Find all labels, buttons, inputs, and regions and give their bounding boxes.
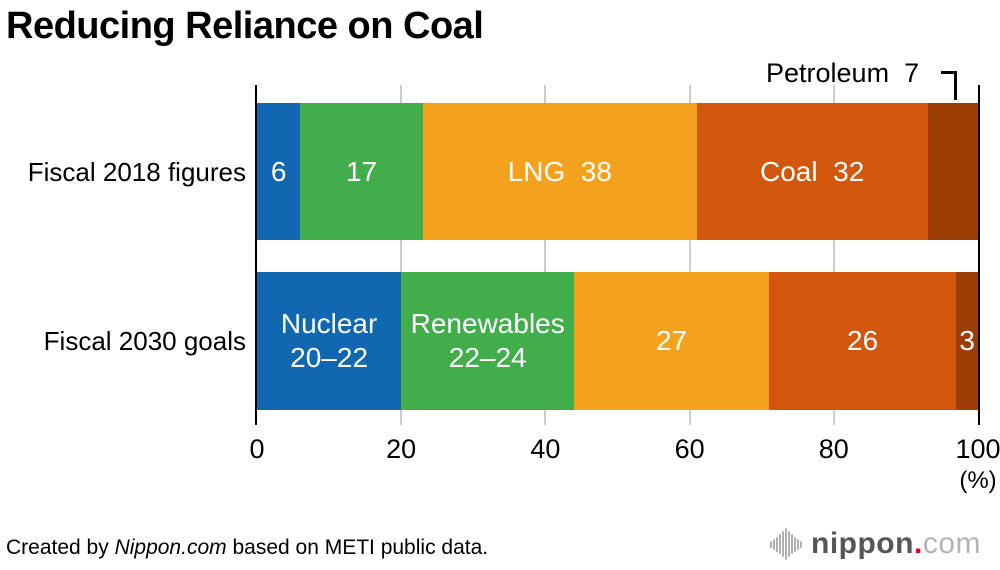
logo-text-dot: . xyxy=(913,527,923,560)
x-tick-0: 0 xyxy=(249,434,265,464)
x-tick-60: 60 xyxy=(674,434,705,464)
bar-fiscal-2030: Nuclear 20–22 Renewables 22–24 27 26 3 xyxy=(257,272,978,410)
gridline-60 xyxy=(688,85,691,425)
segment-nuclear-row1: Nuclear 20–22 xyxy=(257,272,402,410)
credit-suffix: based on METI public data. xyxy=(226,536,489,559)
segment-label: Nuclear xyxy=(280,308,378,339)
credit-prefix: Created by xyxy=(6,536,115,559)
chart-title: Reducing Reliance on Coal xyxy=(6,5,484,47)
gridline-20 xyxy=(400,85,403,425)
petroleum-callout-value: 7 xyxy=(904,58,920,88)
petroleum-callout-bracket xyxy=(941,71,957,100)
segment-label: 3 xyxy=(959,325,975,356)
segment-label: 22–24 xyxy=(448,342,527,373)
segment-label: 6 xyxy=(270,155,287,187)
credit-source: Nippon.com xyxy=(114,536,227,559)
petroleum-callout: Petroleum 7 xyxy=(766,58,919,89)
segment-label: 20–22 xyxy=(290,342,369,373)
segment-petroleum-row0 xyxy=(927,103,978,240)
soundwave-bars-icon xyxy=(770,527,802,561)
row-label-fiscal-2018: Fiscal 2018 figures xyxy=(27,157,246,187)
segment-label: LNG 38 xyxy=(507,155,612,187)
petroleum-callout-label: Petroleum xyxy=(766,58,890,88)
nippon-logo-text: nippon.com xyxy=(811,527,981,561)
segment-coal-row1: 26 xyxy=(768,272,957,410)
logo-text-nippon: nippon xyxy=(811,527,914,560)
gridline-40 xyxy=(544,85,547,425)
segment-nuclear-row0: 6 xyxy=(257,103,301,240)
x-tick-100: 100 xyxy=(955,434,1000,464)
x-tick-20: 20 xyxy=(386,434,417,464)
x-axis: 0 20 40 60 80 100 xyxy=(249,434,1000,464)
logo-text-com: com xyxy=(922,527,981,560)
row-label-fiscal-2030: Fiscal 2030 goals xyxy=(43,326,246,356)
gridline-80 xyxy=(832,85,835,425)
segment-lng-row1: 27 xyxy=(574,272,769,410)
segment-renewables-row1: Renewables 22–24 xyxy=(401,272,575,410)
segment-label: 17 xyxy=(345,155,378,187)
segment-label: Renewables xyxy=(410,308,565,339)
x-tick-80: 80 xyxy=(818,434,849,464)
x-tick-40: 40 xyxy=(530,434,561,464)
segment-lng-row0: LNG 38 xyxy=(422,103,697,240)
credit-line: Created by Nippon.com based on METI publ… xyxy=(6,536,488,560)
segment-coal-row0: Coal 32 xyxy=(696,103,928,240)
segment-label: 26 xyxy=(847,325,879,356)
gridline-100 xyxy=(978,85,980,425)
plot-area: 6 17 LNG 38 Coal 32 Nuclear 20–22 Renewables 2… xyxy=(255,85,980,425)
x-axis-unit-label: (%) xyxy=(959,467,997,494)
segment-label: Coal 32 xyxy=(759,155,865,187)
segment-petroleum-row1: 3 xyxy=(956,272,978,410)
bar-fiscal-2018: 6 17 LNG 38 Coal 32 xyxy=(257,103,978,240)
gridline-0 xyxy=(255,85,257,425)
segment-label: 27 xyxy=(655,325,688,356)
nippon-logo: nippon.com xyxy=(770,524,981,564)
segment-renewables-row0: 17 xyxy=(300,103,423,240)
